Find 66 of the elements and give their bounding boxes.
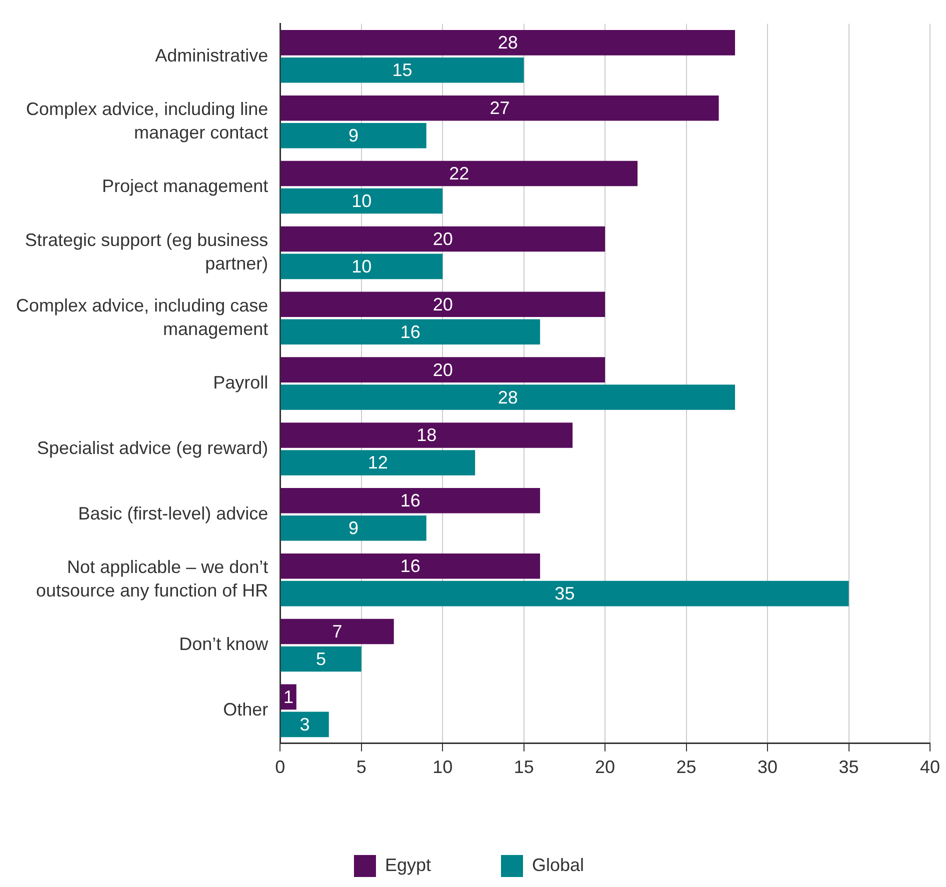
y-tick-label: Project management: [102, 176, 268, 196]
data-label: 20: [432, 360, 453, 380]
data-label: 10: [352, 256, 372, 276]
data-label: 5: [316, 648, 326, 669]
data-label: 28: [498, 32, 518, 53]
data-label: 16: [400, 556, 420, 576]
x-tick-label: 20: [595, 757, 616, 778]
data-label: 16: [400, 490, 420, 511]
bar: [280, 516, 426, 541]
x-tick-label: 0: [275, 757, 286, 778]
data-label: 20: [432, 228, 453, 249]
bar: [280, 646, 362, 672]
x-tick-label: 10: [432, 757, 453, 778]
bar: [280, 95, 719, 121]
x-tick-label: 40: [920, 757, 940, 778]
bar: [280, 122, 426, 148]
x-tick-label: 5: [356, 757, 366, 778]
y-tick-label: Strategic support (eg business partner): [24, 230, 268, 274]
y-tick-label: Basic (first-level) advice: [78, 503, 268, 524]
data-label: 7: [332, 621, 342, 642]
y-tick-label: Payroll: [213, 372, 268, 393]
bar: [280, 384, 736, 410]
data-label: 22: [449, 163, 470, 184]
bar: [280, 712, 329, 738]
y-tick-label: Don’t know: [179, 634, 270, 654]
data-label: 1: [283, 686, 294, 707]
bar: [280, 580, 849, 606]
x-tick-label: 25: [676, 757, 696, 778]
bar: [280, 30, 736, 56]
bar: [280, 450, 476, 476]
bar: [280, 226, 606, 252]
bar: [280, 292, 606, 318]
data-label: 15: [392, 60, 412, 80]
data-label: 10: [352, 190, 372, 211]
x-tick-label: 30: [758, 757, 778, 778]
bar: [280, 58, 524, 83]
legend-label: Egypt: [384, 854, 431, 875]
data-label: 9: [348, 126, 358, 146]
bar: [280, 357, 606, 382]
bar: [280, 684, 296, 710]
bar: [280, 488, 540, 514]
data-label: 35: [554, 584, 575, 604]
bar: [280, 618, 394, 644]
data-label: 27: [490, 98, 510, 118]
data-label: 9: [348, 518, 358, 538]
legend-label: Global: [532, 854, 584, 875]
data-label: 18: [416, 425, 437, 446]
y-tick-label: Complex advice, including case management: [16, 295, 268, 339]
bar: [280, 160, 638, 186]
x-tick-label: 15: [514, 757, 534, 778]
bar: [280, 254, 443, 280]
bar: [280, 188, 443, 214]
bar: [280, 422, 573, 448]
y-tick-label: Other: [223, 700, 268, 720]
y-tick-label: Administrative: [155, 45, 268, 66]
data-label: 12: [368, 452, 388, 473]
y-tick-label: Complex advice, including line manager contact: [26, 99, 268, 143]
data-label: 28: [498, 387, 518, 408]
bar: [280, 553, 540, 579]
x-tick-label: 35: [838, 757, 859, 778]
y-tick-label: Not applicable – we don’t outsource any function of HR: [36, 557, 268, 600]
y-tick-label: Specialist advice (eg reward): [37, 438, 268, 458]
data-label: 16: [400, 322, 420, 342]
data-label: 3: [300, 714, 310, 734]
bar: [280, 319, 540, 345]
data-label: 20: [432, 294, 453, 314]
